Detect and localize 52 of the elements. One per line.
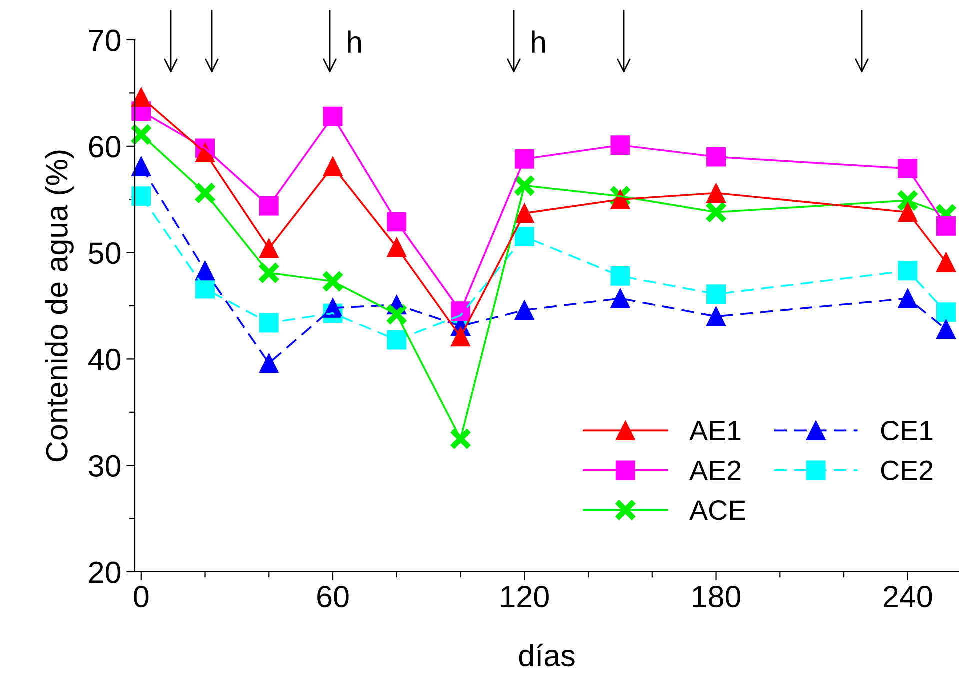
point bbox=[936, 320, 956, 340]
point bbox=[259, 313, 279, 333]
y-tick-label: 40 bbox=[88, 348, 121, 371]
point bbox=[258, 262, 280, 284]
y-tick-label: 50 bbox=[89, 242, 121, 264]
point bbox=[259, 238, 279, 258]
y-tick-label: 60 bbox=[89, 136, 121, 158]
legend-label: AE2 bbox=[690, 460, 741, 480]
y-tick-label: 30 bbox=[88, 455, 121, 477]
point bbox=[936, 252, 956, 272]
point bbox=[514, 174, 536, 197]
point bbox=[387, 212, 407, 232]
point bbox=[896, 190, 920, 212]
point bbox=[610, 288, 630, 308]
point bbox=[898, 261, 918, 281]
x-tick-label: 120 bbox=[501, 586, 549, 608]
legend-label: CE2 bbox=[881, 460, 933, 480]
x-tick-label: 60 bbox=[318, 586, 349, 608]
legend-label: AE1 bbox=[690, 421, 741, 440]
x-tick-label: 180 bbox=[693, 586, 741, 608]
point bbox=[259, 354, 279, 374]
point bbox=[706, 147, 726, 167]
point bbox=[610, 266, 630, 286]
point bbox=[450, 428, 472, 450]
point bbox=[386, 303, 408, 326]
annotation: h bbox=[348, 30, 362, 53]
point bbox=[706, 284, 726, 304]
y-tick-label: 70 bbox=[89, 30, 121, 52]
point bbox=[194, 182, 216, 204]
y-axis-title: Contenido de agua (%) bbox=[45, 150, 74, 462]
point bbox=[898, 159, 918, 178]
point bbox=[705, 201, 728, 224]
point bbox=[936, 216, 956, 236]
y-tick-label: 20 bbox=[89, 562, 121, 584]
annotation: h bbox=[532, 30, 546, 53]
point bbox=[387, 330, 407, 350]
x-axis-title: días bbox=[519, 644, 575, 667]
point bbox=[130, 124, 152, 146]
x-tick-label: 0 bbox=[134, 586, 149, 608]
point bbox=[936, 302, 956, 322]
point bbox=[322, 270, 344, 293]
point bbox=[610, 136, 630, 156]
x-tick-label: 240 bbox=[884, 586, 932, 608]
legend-label: ACE bbox=[690, 500, 746, 520]
point bbox=[514, 227, 534, 247]
point bbox=[132, 186, 152, 206]
point bbox=[514, 300, 534, 320]
point bbox=[898, 288, 918, 308]
point bbox=[706, 183, 726, 203]
legend-label: CE1 bbox=[881, 420, 933, 441]
point bbox=[514, 149, 534, 169]
point bbox=[706, 306, 726, 326]
